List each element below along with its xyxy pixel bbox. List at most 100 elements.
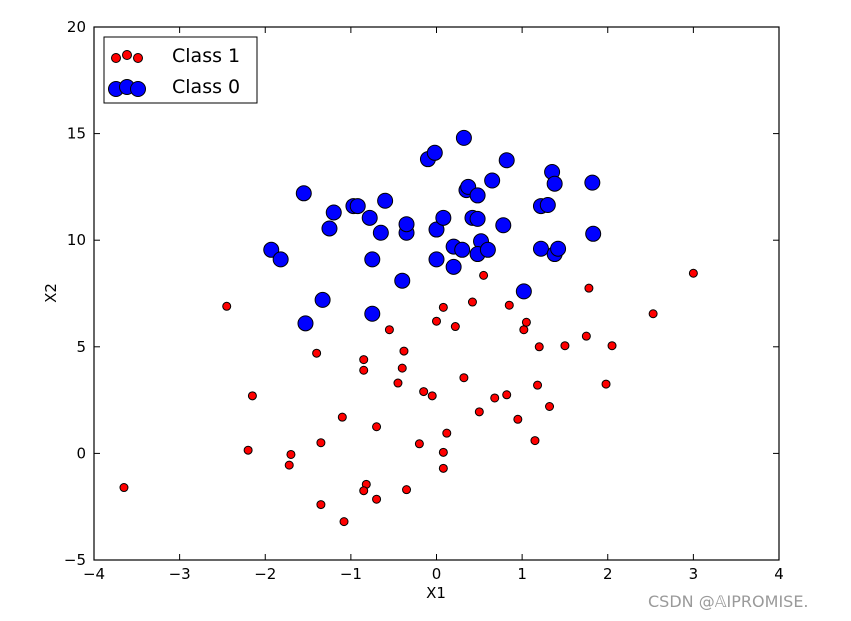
point-class-1	[521, 317, 531, 327]
point-class-1	[222, 301, 232, 311]
point-class-0	[295, 185, 312, 202]
point-class-0	[314, 291, 331, 308]
point-class-1	[513, 414, 523, 424]
point-class-1	[399, 346, 409, 356]
point-class-0	[469, 210, 486, 227]
point-class-1	[533, 380, 543, 390]
x-tick-label: −2	[254, 565, 276, 583]
point-class-1	[442, 428, 452, 438]
x-tick-label: 0	[432, 565, 442, 583]
point-class-1	[316, 500, 326, 510]
point-class-0	[585, 225, 602, 242]
point-class-1	[393, 378, 403, 388]
point-class-0	[532, 240, 549, 257]
point-class-1	[459, 373, 469, 383]
point-class-0	[479, 241, 496, 258]
point-class-0	[372, 224, 389, 241]
point-class-1	[432, 316, 441, 326]
legend: Class 1 Class 0	[103, 36, 258, 104]
x-tick-label: −3	[169, 565, 191, 583]
point-class-1	[337, 412, 347, 422]
point-class-0	[515, 283, 532, 300]
point-class-1	[607, 341, 617, 351]
point-class-1	[243, 445, 253, 455]
point-class-0	[321, 220, 338, 237]
point-class-0	[539, 197, 556, 214]
point-class-0	[435, 209, 452, 226]
y-tick-label: 15	[67, 125, 86, 143]
point-class-0	[428, 251, 445, 268]
point-class-0	[364, 305, 381, 322]
x-tick-label: 1	[517, 565, 527, 583]
x-tick-label: 2	[603, 565, 613, 583]
legend-label-class-0: Class 0	[172, 76, 240, 98]
point-class-1	[359, 355, 369, 365]
point-class-1	[438, 447, 448, 457]
point-class-1	[601, 379, 611, 389]
legend-dot-class-0	[130, 81, 146, 97]
legend-marker-class-1	[111, 50, 143, 63]
point-class-0	[349, 198, 366, 215]
point-class-0	[484, 172, 501, 189]
point-class-1	[504, 300, 514, 310]
plot-area-frame	[93, 26, 780, 561]
point-class-1	[339, 517, 349, 527]
point-class-0	[263, 241, 280, 258]
point-class-1	[479, 270, 489, 280]
point-class-0	[325, 204, 342, 221]
point-class-0	[445, 258, 462, 275]
point-class-0	[394, 272, 411, 289]
legend-label-class-1: Class 1	[172, 45, 240, 67]
x-tick-label: −4	[83, 565, 105, 583]
point-class-1	[519, 325, 529, 335]
point-class-1	[438, 302, 448, 312]
point-class-1	[560, 341, 570, 351]
point-class-1	[530, 436, 540, 446]
legend-dot-class-1	[111, 53, 121, 63]
point-class-0	[550, 240, 567, 257]
point-class-0	[498, 152, 515, 169]
point-class-1	[438, 463, 448, 473]
point-class-1	[312, 348, 322, 358]
y-tick-label: 20	[67, 18, 86, 36]
point-class-1	[286, 449, 296, 459]
point-class-1	[119, 483, 129, 493]
point-class-1	[467, 297, 477, 307]
x-axis-label: X1	[426, 584, 446, 602]
point-class-0	[495, 217, 512, 234]
y-tick-label: 5	[76, 338, 86, 356]
point-class-1	[545, 401, 555, 411]
point-class-0	[426, 144, 443, 161]
point-class-1	[414, 439, 424, 449]
point-class-1	[316, 438, 326, 448]
point-class-0	[297, 315, 314, 332]
point-class-1	[247, 391, 257, 401]
point-class-1	[419, 387, 429, 397]
point-class-1	[450, 322, 460, 332]
point-class-1	[502, 390, 512, 400]
watermark-text: CSDN @𝔸IPROMISE.	[648, 592, 809, 611]
point-class-0	[584, 174, 601, 191]
point-class-1	[474, 407, 484, 417]
point-class-0	[398, 216, 415, 233]
point-class-1	[648, 309, 658, 319]
point-class-0	[272, 251, 289, 268]
y-tick-label: 10	[67, 231, 86, 249]
y-axis-label: X2	[42, 283, 60, 303]
point-class-1	[397, 363, 407, 373]
legend-dot-class-1	[122, 50, 132, 60]
point-class-1	[688, 268, 698, 278]
point-class-0	[546, 175, 563, 192]
point-class-1	[284, 460, 294, 470]
point-class-1	[584, 283, 594, 293]
axis-ticks: −4 −3 −2 −1 0 1 2 3 4 −5 0 5 10 15 20	[64, 18, 784, 583]
points-layer	[119, 129, 698, 527]
point-class-1	[427, 391, 437, 401]
point-class-0	[428, 221, 445, 238]
point-class-0	[454, 241, 471, 258]
legend-marker-class-0	[108, 79, 146, 97]
point-class-0	[364, 251, 381, 268]
point-class-0	[469, 187, 486, 204]
point-class-1	[359, 365, 369, 375]
